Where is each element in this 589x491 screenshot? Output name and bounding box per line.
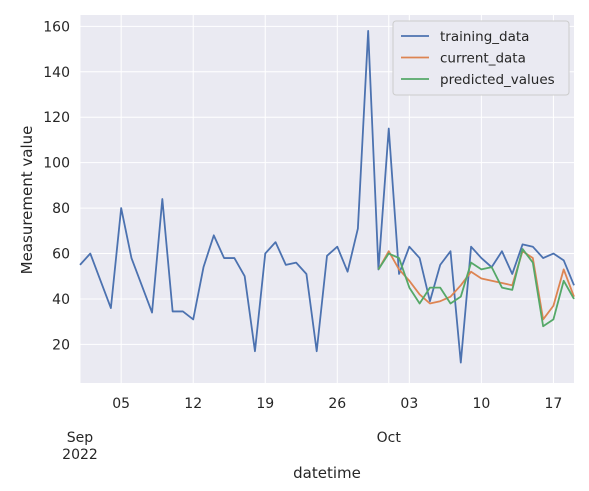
legend-frame — [392, 20, 570, 96]
y-tick-label: 120 — [43, 110, 70, 126]
x-tick-label: 03 — [400, 396, 418, 412]
y-tick-label: 160 — [43, 19, 70, 35]
x-tick-label: 05 — [112, 396, 130, 412]
x-tick-label: 19 — [256, 396, 274, 412]
series-line-predicted-values — [377, 248, 575, 328]
legend-label: training_data — [440, 29, 529, 45]
legend-label: current_data — [440, 51, 526, 67]
y-tick-label: 40 — [52, 292, 70, 308]
x-tick-label: 10 — [472, 396, 490, 412]
y-tick-label: 20 — [52, 337, 70, 353]
series-line-current-data — [377, 250, 575, 321]
x-tick-label: 26 — [328, 396, 346, 412]
x-tick-label: 17 — [545, 396, 563, 412]
x-year-label: 2022 — [62, 447, 98, 463]
y-tick-label: 140 — [43, 65, 70, 81]
y-tick-label: 100 — [43, 156, 70, 172]
y-tick-label: 60 — [52, 247, 70, 263]
x-axis-title: datetime — [293, 464, 361, 482]
x-tick-label: 12 — [184, 396, 202, 412]
y-axis-title: Measurement value — [18, 126, 36, 275]
x-month-label: Oct — [377, 430, 402, 446]
legend-label: predicted_values — [440, 72, 555, 88]
series-lines — [79, 29, 575, 364]
y-tick-label: 80 — [52, 201, 70, 217]
y-tick-labels: 20 40 60 80 100 120 140 160 — [43, 19, 70, 353]
x-month-label: Sep — [67, 430, 94, 446]
legend: training_data current_data predicted_value… — [392, 20, 570, 96]
